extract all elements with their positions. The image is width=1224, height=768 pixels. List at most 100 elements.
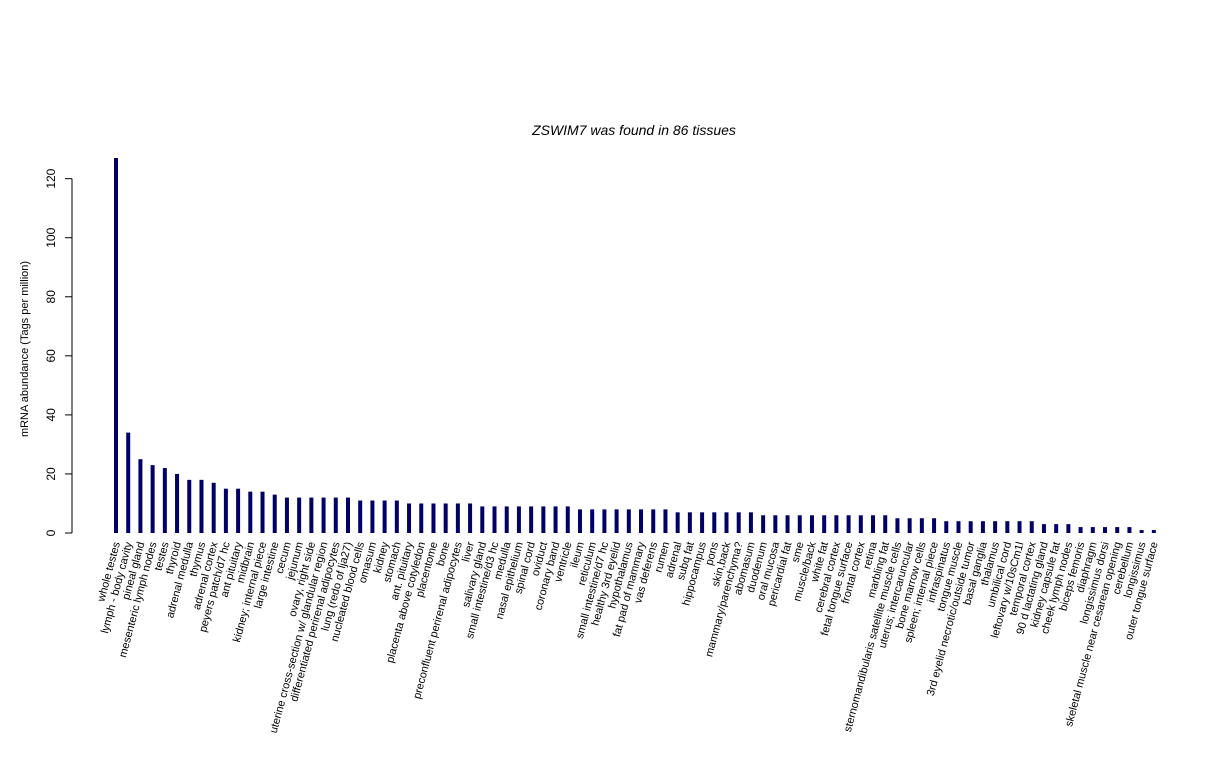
bar [175, 473, 180, 533]
bar [675, 512, 680, 533]
bar [858, 515, 863, 533]
chart-title: ZSWIM7 was found in 86 tissues [531, 122, 736, 138]
bar [846, 515, 851, 533]
bar [455, 503, 460, 533]
bar [211, 482, 216, 533]
bar [1115, 527, 1120, 533]
bar [748, 512, 753, 533]
bar [907, 518, 912, 533]
bar [871, 515, 876, 533]
bar [1078, 527, 1083, 533]
x-tick-label: sme [790, 541, 807, 564]
bar [809, 515, 814, 533]
y-axis: 0 20 40 60 80 100 120 [44, 168, 73, 536]
bar [736, 512, 741, 533]
bar [223, 488, 228, 533]
bar [687, 512, 692, 533]
bar [553, 506, 558, 533]
bar [541, 506, 546, 533]
bar [419, 503, 424, 533]
bar [565, 506, 570, 533]
bar [639, 509, 644, 533]
bar [577, 509, 582, 533]
bar [822, 515, 827, 533]
bar [1041, 524, 1046, 533]
bar [297, 497, 302, 533]
bar [187, 479, 192, 533]
bar [284, 497, 289, 533]
bar [248, 491, 253, 533]
bar [162, 468, 167, 533]
bar [431, 503, 436, 533]
y-tick-label: 100 [44, 227, 58, 247]
bar [834, 515, 839, 533]
y-tick-label: 120 [44, 168, 58, 188]
bar [614, 509, 619, 533]
bar [150, 465, 155, 533]
bar [272, 494, 277, 533]
bar [663, 509, 668, 533]
bar [529, 506, 534, 533]
bar [590, 509, 595, 533]
bar [321, 497, 326, 533]
bar [309, 497, 314, 533]
bar [333, 497, 338, 533]
bar [785, 515, 790, 533]
bar [1139, 530, 1144, 533]
bar [126, 432, 131, 533]
bar [773, 515, 778, 533]
y-tick-label: 40 [44, 408, 58, 422]
bar [700, 512, 705, 533]
bar [712, 512, 717, 533]
bar [345, 497, 350, 533]
bar [468, 503, 473, 533]
bar [1066, 524, 1071, 533]
bar [492, 506, 497, 533]
bar [1103, 527, 1108, 533]
bar [236, 488, 241, 533]
bar [516, 506, 521, 533]
bar [1151, 530, 1156, 533]
bar [370, 500, 375, 533]
bar [932, 518, 937, 533]
bar [883, 515, 888, 533]
bar [260, 491, 265, 533]
bar [394, 500, 399, 533]
bar [980, 521, 985, 533]
bar [1090, 527, 1095, 533]
bar [199, 479, 204, 533]
bar [1054, 524, 1059, 533]
bar [797, 515, 802, 533]
bar [993, 521, 998, 533]
bar [114, 158, 118, 533]
y-tick-label: 0 [44, 529, 58, 536]
bar [1127, 527, 1132, 533]
bar [944, 521, 949, 533]
bar [358, 500, 363, 533]
y-tick-label: 80 [44, 290, 58, 304]
bar [138, 459, 143, 533]
bar [504, 506, 509, 533]
bar [626, 509, 631, 533]
bar [919, 518, 924, 533]
bar [443, 503, 448, 533]
bars [114, 158, 1156, 533]
bar [895, 518, 900, 533]
x-tick-label: liver [460, 540, 477, 563]
bar [1005, 521, 1010, 533]
bar [724, 512, 729, 533]
bar [1029, 521, 1034, 533]
bar [382, 500, 387, 533]
bar [602, 509, 607, 533]
bar [407, 503, 412, 533]
bar [956, 521, 961, 533]
bar [480, 506, 485, 533]
y-axis-label: mRNA abundance (Tags per million) [19, 261, 31, 437]
bar [761, 515, 766, 533]
y-tick-label: 60 [44, 349, 58, 363]
y-tick-label: 20 [44, 467, 58, 481]
bar [651, 509, 656, 533]
bar [1017, 521, 1022, 533]
